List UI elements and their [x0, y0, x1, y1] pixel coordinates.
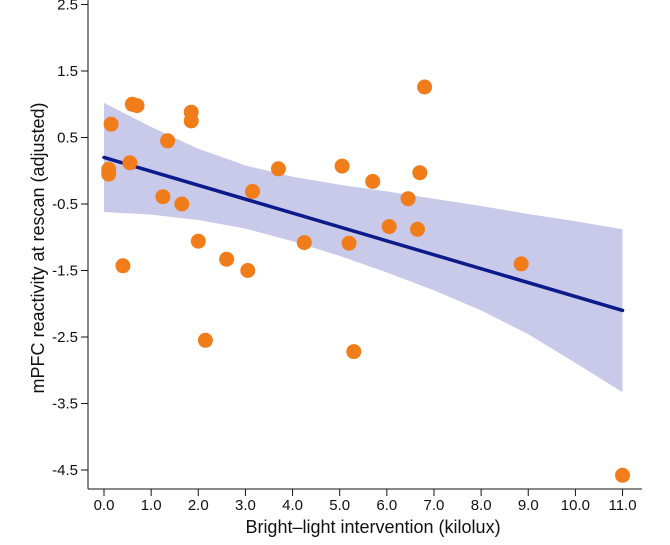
data-point-15	[219, 251, 235, 267]
y-tick-label-0.5: 0.5	[57, 130, 78, 147]
data-points-layer	[101, 79, 630, 483]
data-point-21	[341, 235, 357, 251]
y-tick-label-1.5: 1.5	[57, 63, 78, 80]
data-point-8	[155, 189, 171, 205]
data-point-18	[270, 161, 286, 177]
confidence-band-layer	[104, 102, 623, 393]
data-point-14	[197, 332, 213, 348]
data-point-20	[334, 158, 350, 174]
data-point-27	[412, 165, 428, 181]
x-tick-label-1.0: 1.0	[141, 497, 162, 514]
x-ticks-layer: 0.0 1.0 2.0 3.0 4.0 5.0 6.0 7.0 8.0 9.0 10.0 11.0	[94, 489, 637, 514]
data-point-12	[183, 113, 199, 129]
data-point-28	[417, 79, 433, 95]
x-axis-title: Bright–light intervention (kilolux)	[245, 517, 500, 537]
data-point-4	[115, 258, 131, 274]
data-point-29	[513, 256, 529, 272]
data-point-7	[129, 98, 145, 114]
y-axis-title: mPFC reactivity at rescan (adjusted)	[28, 102, 48, 393]
x-tick-label-0.0: 0.0	[94, 497, 115, 514]
x-tick-label-7.0: 7.0	[424, 497, 445, 514]
data-point-16	[240, 263, 256, 278]
y-ticks-layer: 2.5 1.5 0.5 -0.5 -1.5 -2.5 -3.5 -4.5	[52, 0, 88, 479]
data-point-9	[160, 133, 176, 149]
x-tick-label-11.0: 11.0	[608, 497, 636, 514]
data-point-22	[346, 344, 362, 360]
data-point-3	[103, 116, 119, 132]
data-point-17	[245, 183, 260, 199]
y-tick-label-2.5: 2.5	[57, 0, 78, 14]
data-point-5	[122, 155, 138, 171]
y-tick-label--0.5: -0.5	[52, 196, 78, 213]
x-tick-label-5.0: 5.0	[329, 497, 350, 514]
data-point-25	[400, 191, 416, 207]
axes-layer	[87, 0, 642, 490]
y-tick-label--2.5: -2.5	[52, 329, 78, 346]
x-tick-label-2.0: 2.0	[188, 497, 209, 514]
x-tick-label-8.0: 8.0	[471, 497, 492, 514]
data-point-2	[101, 161, 117, 177]
data-point-26	[410, 221, 425, 237]
data-point-13	[190, 233, 206, 249]
x-tick-label-3.0: 3.0	[235, 497, 256, 514]
x-tick-label-6.0: 6.0	[376, 497, 397, 514]
data-point-19	[296, 235, 312, 251]
x-tick-label-4.0: 4.0	[282, 497, 303, 514]
y-tick-label--1.5: -1.5	[52, 263, 78, 280]
y-tick-label--4.5: -4.5	[52, 462, 78, 479]
x-tick-label-9.0: 9.0	[518, 497, 539, 514]
data-point-30	[615, 467, 630, 483]
data-point-24	[381, 219, 397, 235]
fit-line-layer	[102, 155, 625, 313]
x-tick-label-10.0: 10.0	[561, 497, 590, 514]
data-point-10	[174, 196, 190, 212]
data-point-23	[365, 173, 381, 189]
regression-line	[102, 155, 625, 313]
y-tick-label--3.5: -3.5	[52, 396, 78, 413]
confidence-band	[104, 102, 623, 393]
